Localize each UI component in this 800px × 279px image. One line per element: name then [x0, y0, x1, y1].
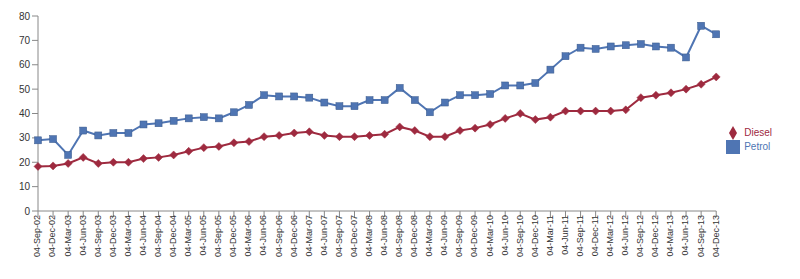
svg-text:04-Mar-12: 04-Mar-12 — [605, 215, 615, 257]
svg-text:04-Sep-02: 04-Sep-02 — [32, 215, 42, 257]
svg-text:04-Mar-08: 04-Mar-08 — [364, 215, 374, 257]
svg-text:04-Dec-04: 04-Dec-04 — [168, 215, 178, 257]
svg-text:04-Dec-10: 04-Dec-10 — [530, 215, 540, 257]
svg-text:10: 10 — [19, 181, 31, 192]
svg-text:04-Jun-07: 04-Jun-07 — [319, 215, 329, 256]
svg-text:04-Dec-06: 04-Dec-06 — [289, 215, 299, 257]
svg-text:04-Sep-10: 04-Sep-10 — [515, 215, 525, 257]
svg-text:04-Sep-13: 04-Sep-13 — [696, 215, 706, 257]
svg-text:04-Dec-05: 04-Dec-05 — [228, 215, 238, 257]
html-text:Petrol: Petrol — [744, 140, 771, 152]
svg-text:04-Dec-03: 04-Dec-03 — [108, 215, 118, 257]
svg-text:04-Sep-07: 04-Sep-07 — [334, 215, 344, 257]
svg-text:04-Jun-04: 04-Jun-04 — [138, 215, 148, 256]
svg-text:04-Sep-03: 04-Sep-03 — [93, 215, 103, 257]
svg-text:04-Jun-13: 04-Jun-13 — [680, 215, 690, 256]
svg-text:04-Sep-12: 04-Sep-12 — [635, 215, 645, 257]
html-text:Diesel: Diesel — [744, 126, 772, 138]
svg-text:04-Mar-06: 04-Mar-06 — [243, 215, 253, 257]
svg-text:50: 50 — [19, 84, 31, 95]
svg-text:04-Sep-09: 04-Sep-09 — [454, 215, 464, 257]
svg-text:04-Dec-02: 04-Dec-02 — [47, 215, 57, 257]
svg-text:04-Mar-04: 04-Mar-04 — [123, 215, 133, 257]
svg-text:20: 20 — [19, 157, 31, 168]
svg-text:04-Jun-10: 04-Jun-10 — [500, 215, 510, 256]
svg-text:04-Sep-11: 04-Sep-11 — [575, 215, 585, 256]
svg-text:04-Sep-05: 04-Sep-05 — [213, 215, 223, 257]
svg-text:04-Jun-12: 04-Jun-12 — [620, 215, 630, 256]
svg-text:04-Dec-11: 04-Dec-11 — [590, 215, 600, 256]
svg-text:04-Dec-12: 04-Dec-12 — [650, 215, 660, 257]
svg-text:80: 80 — [19, 11, 31, 22]
svg-text:04-Jun-03: 04-Jun-03 — [78, 215, 88, 256]
svg-text:04-Mar-07: 04-Mar-07 — [304, 215, 314, 257]
svg-text:60: 60 — [19, 59, 31, 70]
svg-text:04-Jun-08: 04-Jun-08 — [379, 215, 389, 256]
svg-text:04-Jun-05: 04-Jun-05 — [198, 215, 208, 256]
svg-text:30: 30 — [19, 132, 31, 143]
svg-text:04-Mar-03: 04-Mar-03 — [63, 215, 73, 257]
svg-text:04-Mar-09: 04-Mar-09 — [424, 215, 434, 257]
svg-text:04-Mar-05: 04-Mar-05 — [183, 215, 193, 257]
svg-text:70: 70 — [19, 35, 31, 46]
svg-text:04-Dec-07: 04-Dec-07 — [349, 215, 359, 257]
svg-text:04-Mar-11: 04-Mar-11 — [545, 215, 555, 256]
svg-text:04-Mar-13: 04-Mar-13 — [665, 215, 675, 257]
svg-text:04-Sep-06: 04-Sep-06 — [274, 215, 284, 257]
svg-text:04-Jun-06: 04-Jun-06 — [258, 215, 268, 256]
svg-text:04-Sep-08: 04-Sep-08 — [394, 215, 404, 257]
svg-text:0: 0 — [24, 206, 30, 217]
svg-text:04-Dec-09: 04-Dec-09 — [469, 215, 479, 257]
svg-text:04-Dec-08: 04-Dec-08 — [409, 215, 419, 257]
svg-text:04-Jun-09: 04-Jun-09 — [439, 215, 449, 256]
svg-text:04-Jun-11: 04-Jun-11 — [560, 215, 570, 255]
svg-text:04-Dec-13: 04-Dec-13 — [711, 215, 721, 257]
svg-text:04-Sep-04: 04-Sep-04 — [153, 215, 163, 257]
svg-text:04-Mar-10: 04-Mar-10 — [485, 215, 495, 257]
svg-text:40: 40 — [19, 108, 31, 119]
